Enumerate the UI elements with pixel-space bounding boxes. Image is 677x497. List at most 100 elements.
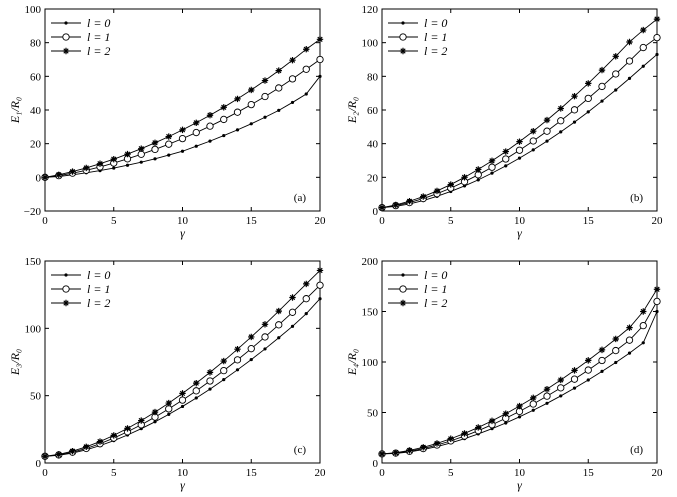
x-tick-label: 0 (42, 467, 48, 479)
data-point (206, 369, 214, 376)
legend-marker (399, 299, 407, 307)
data-point (303, 46, 310, 53)
data-point (517, 415, 522, 419)
legend-marker (62, 33, 70, 41)
x-axis-label: γ (517, 478, 522, 492)
data-point (559, 130, 563, 134)
y-axis-label: E₁/R₀ (8, 97, 22, 124)
x-tick-label: 20 (315, 215, 327, 227)
data-point (275, 84, 283, 92)
data-point (392, 449, 399, 456)
data-point (515, 146, 524, 154)
series-circle (378, 33, 661, 212)
legend: l = 0l = 1l = 2 (388, 16, 447, 58)
data-point (545, 401, 549, 405)
data-point (557, 376, 564, 384)
x-tick-label: 15 (246, 215, 258, 227)
data-point (627, 351, 632, 355)
data-point (502, 155, 510, 163)
data-point (572, 120, 577, 124)
x-axis-label: γ (180, 226, 185, 240)
data-point (488, 417, 496, 425)
data-point (316, 281, 324, 289)
series-star (378, 15, 661, 211)
y-axis-label: E₄/R₀ (345, 349, 359, 376)
y-tick-label: 40 (30, 105, 42, 117)
data-point (124, 425, 131, 432)
x-tick-label: 5 (448, 467, 454, 479)
panel-label: (c) (294, 444, 307, 456)
x-tick-label: 0 (379, 467, 385, 479)
x-tick-label: 5 (448, 215, 454, 227)
data-point (153, 157, 157, 161)
data-point (655, 309, 659, 314)
data-point (180, 149, 185, 153)
data-point (179, 126, 186, 134)
data-point (220, 104, 227, 111)
data-point (208, 139, 212, 143)
legend-entry: l = 0 (424, 268, 447, 282)
legend: l = 0l = 1l = 2 (388, 268, 447, 310)
data-point (206, 377, 214, 385)
series-dot (380, 309, 659, 456)
y-tick-label: 40 (367, 139, 379, 151)
data-point (571, 367, 578, 374)
data-point (222, 133, 226, 138)
y-tick-label: 60 (30, 71, 42, 83)
data-point (557, 105, 564, 112)
data-point (420, 444, 427, 451)
data-point (180, 404, 185, 409)
data-point (640, 26, 647, 34)
data-point (639, 321, 647, 330)
data-point (655, 52, 659, 57)
data-point (653, 15, 661, 23)
data-point (138, 145, 145, 152)
x-tick-label: 15 (583, 215, 595, 227)
data-point (290, 324, 295, 328)
data-point (502, 410, 509, 417)
series-line (381, 289, 658, 455)
data-point (83, 443, 90, 451)
series-star (378, 286, 661, 458)
data-point (529, 400, 537, 408)
data-point (151, 139, 159, 147)
data-point (598, 82, 606, 91)
data-point (303, 280, 310, 288)
panel-label: (b) (630, 192, 643, 204)
series-circle (41, 55, 324, 181)
data-point (570, 106, 579, 114)
y-tick-label: 20 (367, 172, 379, 184)
y-tick-label: 0 (36, 172, 42, 184)
data-point (165, 405, 173, 413)
x-tick-label: 10 (177, 215, 189, 227)
data-point (220, 115, 228, 124)
data-point (289, 56, 296, 64)
data-point (249, 122, 253, 126)
legend-marker (64, 21, 68, 25)
data-point (233, 108, 242, 116)
x-tick-label: 5 (111, 467, 117, 479)
data-point (433, 440, 441, 447)
x-tick-label: 0 (379, 215, 385, 227)
data-point (571, 92, 578, 100)
y-tick-label: 50 (367, 408, 379, 420)
data-point (531, 148, 535, 152)
y-tick-label: 0 (373, 458, 379, 470)
legend-marker (399, 33, 407, 41)
data-point (165, 133, 172, 140)
data-point (275, 67, 282, 74)
data-point (96, 438, 104, 445)
data-point (545, 139, 549, 143)
legend-marker (401, 273, 405, 277)
data-point (378, 204, 386, 211)
data-point (653, 286, 661, 293)
series-line (381, 311, 658, 455)
data-point (261, 321, 269, 328)
data-point (194, 396, 198, 400)
data-point (600, 369, 604, 373)
y-tick-label: 0 (36, 458, 42, 470)
data-point (151, 408, 159, 416)
